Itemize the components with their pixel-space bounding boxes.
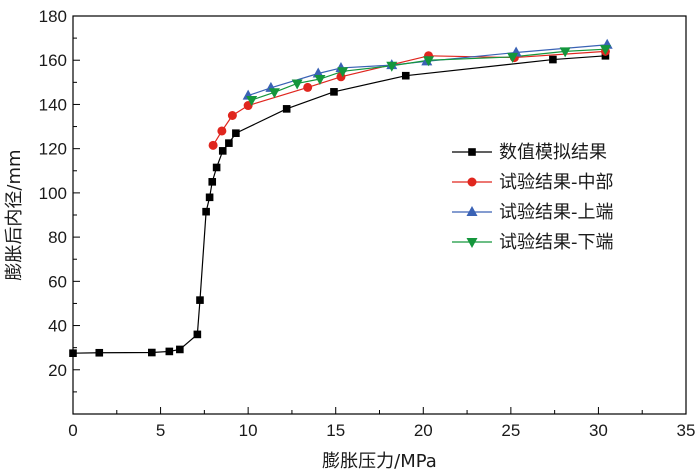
data-point-1 — [227, 111, 237, 120]
data-point-0 — [196, 296, 204, 304]
data-point-0 — [193, 330, 202, 339]
y-tick-label: 20 — [48, 361, 67, 380]
x-tick-label: 25 — [501, 421, 520, 440]
legend-marker-0 — [468, 148, 476, 156]
data-point-0 — [549, 55, 557, 64]
data-point-3 — [507, 52, 519, 63]
data-point-2 — [312, 67, 324, 78]
y-tick-label: 40 — [48, 317, 67, 336]
x-tick-label: 30 — [589, 421, 608, 440]
x-tick-label: 15 — [326, 421, 345, 440]
legend-label-1: 试验结果-中部 — [499, 172, 614, 193]
data-point-3 — [314, 75, 326, 86]
y-tick-label: 120 — [39, 140, 67, 159]
data-point-0 — [282, 105, 291, 113]
data-point-1 — [217, 126, 227, 136]
data-point-3 — [291, 79, 303, 90]
x-axis-title: 膨胀压力/MPa — [322, 451, 437, 472]
y-axis-title: 膨胀后内径/mm — [4, 149, 25, 280]
y-tick-label: 80 — [48, 228, 67, 247]
data-point-1 — [303, 82, 313, 92]
data-point-3 — [268, 88, 280, 99]
legend-label-3: 试验结果-下端 — [499, 232, 614, 253]
data-point-0 — [176, 345, 184, 354]
x-tick-label: 0 — [68, 421, 77, 440]
legend-marker-2 — [466, 206, 478, 216]
y-tick-label: 140 — [39, 95, 67, 114]
data-point-0 — [232, 129, 240, 137]
data-point-3 — [599, 45, 611, 56]
x-tick-label: 35 — [677, 421, 696, 440]
data-point-0 — [330, 88, 338, 96]
y-tick-label: 100 — [39, 184, 67, 203]
data-point-3 — [246, 96, 258, 107]
data-point-0 — [225, 139, 233, 147]
x-tick-label: 10 — [239, 421, 258, 440]
data-point-0 — [69, 349, 77, 357]
data-point-0 — [401, 71, 410, 80]
legend-marker-1 — [467, 177, 477, 187]
x-tick-label: 5 — [156, 421, 165, 440]
data-point-1 — [208, 140, 218, 150]
data-point-0 — [218, 147, 227, 155]
legend-label-2: 试验结果-上端 — [499, 202, 614, 223]
data-point-0 — [212, 163, 221, 172]
y-tick-label: 180 — [39, 7, 67, 26]
legend-label-0: 数值模拟结果 — [499, 142, 607, 163]
axis-ticks — [72, 15, 687, 414]
x-tick-label: 20 — [414, 421, 433, 440]
series-line-3 — [251, 48, 606, 101]
data-point-0 — [148, 348, 156, 357]
data-point-3 — [423, 56, 435, 67]
plot-markers — [69, 38, 613, 357]
y-tick-label: 160 — [39, 51, 67, 70]
legend-marker-3 — [466, 238, 478, 248]
data-point-0 — [208, 178, 217, 186]
y-tick-label: 60 — [48, 272, 67, 291]
data-point-0 — [202, 207, 210, 216]
data-point-3 — [337, 67, 349, 78]
plot-area — [72, 44, 608, 354]
data-point-3 — [559, 47, 571, 58]
data-point-3 — [386, 61, 398, 72]
axis-tick-labels: 0 5 10 15 20 25 30 35 20 40 60 80 100 120 140 160 180 — [39, 7, 696, 440]
data-point-0 — [95, 348, 104, 357]
data-point-0 — [165, 347, 174, 356]
series-line-1 — [212, 50, 606, 146]
series-line-2 — [247, 44, 608, 97]
data-point-0 — [205, 193, 214, 202]
